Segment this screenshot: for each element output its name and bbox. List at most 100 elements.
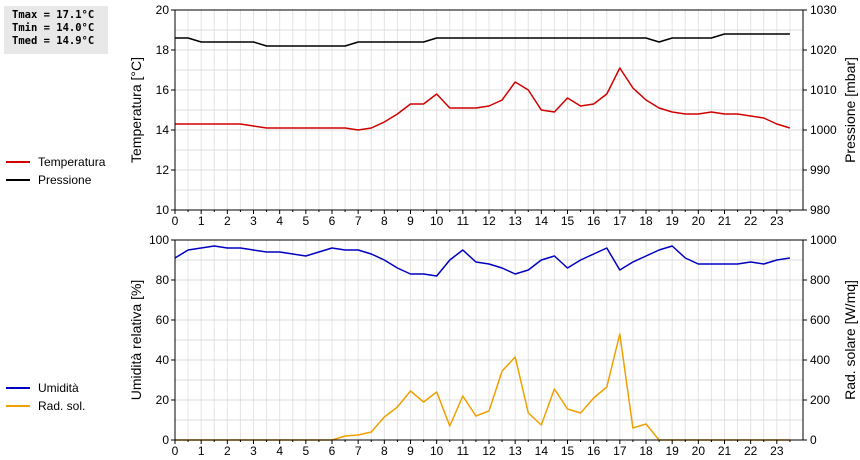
x-tick-label-bottom: 5: [302, 444, 309, 458]
x-tick-label-top: 21: [718, 214, 732, 228]
x-tick-label-bottom: 19: [665, 444, 679, 458]
y2-axis-label-top: Pressione [mbar]: [842, 57, 858, 163]
y2-tick-label-top: 1010: [810, 83, 837, 97]
y-axis-label-top: Temperatura [°C]: [128, 57, 144, 163]
legend-swatch-pressione: [6, 179, 30, 181]
y2-tick-label-bottom: 1000: [810, 233, 837, 247]
y2-tick-label-bottom: 400: [810, 353, 830, 367]
stats-tmin: Tmin = 14.0°C: [12, 22, 95, 34]
x-tick-label-top: 18: [639, 214, 653, 228]
legend-swatch-rad-sol: [6, 405, 30, 407]
y-tick-label-top: 20: [156, 3, 170, 17]
legend-item-rad-sol: Rad. sol.: [6, 397, 85, 415]
y2-tick-label-top: 990: [810, 163, 830, 177]
x-tick-label-top: 17: [613, 214, 627, 228]
legend-item-umidita: Umidità: [6, 379, 85, 397]
series-line-top-0: [175, 67, 791, 131]
x-tick-label-top: 23: [770, 214, 784, 228]
x-tick-label-top: 10: [430, 214, 444, 228]
chart-panel-bottom: 0 1 2 3 4 5 6 7 8 9 10 11 12 13 14 15 16 17 18 19 20 21 22 2302…: [128, 233, 858, 458]
legend-item-pressione: Pressione: [6, 171, 105, 189]
y2-tick-label-top: 980: [810, 203, 830, 217]
x-tick-label-top: 9: [407, 214, 414, 228]
stats-tmed: Tmed = 14.9°C: [12, 35, 95, 47]
y-tick-label-bottom: 20: [156, 393, 170, 407]
y-tick-label-bottom: 80: [156, 273, 170, 287]
y2-tick-label-bottom: 600: [810, 313, 830, 327]
x-tick-label-bottom: 21: [718, 444, 732, 458]
x-tick-label-bottom: 22: [744, 444, 758, 458]
x-tick-label-top: 3: [250, 214, 257, 228]
y-tick-label-bottom: 0: [162, 433, 169, 447]
x-tick-label-top: 4: [276, 214, 283, 228]
y-tick-label-top: 18: [156, 43, 170, 57]
y-tick-label-top: 12: [156, 163, 170, 177]
series-line-bottom-0: [174, 245, 791, 277]
x-tick-label-top: 8: [381, 214, 388, 228]
y-tick-label-top: 14: [156, 123, 170, 137]
y-tick-label-top: 10: [156, 203, 170, 217]
y-tick-label-bottom: 40: [156, 353, 170, 367]
x-tick-label-top: 0: [172, 214, 179, 228]
x-tick-label-top: 7: [355, 214, 362, 228]
x-tick-label-top: 1: [198, 214, 205, 228]
x-tick-label-bottom: 14: [535, 444, 549, 458]
legend-item-temperatura: Temperatura: [6, 153, 105, 171]
x-tick-label-bottom: 17: [613, 444, 627, 458]
legend-bottom: Umidità Rad. sol.: [6, 379, 85, 415]
x-tick-label-bottom: 3: [250, 444, 257, 458]
series-line-top-1: [175, 33, 790, 47]
x-tick-label-bottom: 7: [355, 444, 362, 458]
stats-tmax: Tmax = 17.1°C: [12, 9, 95, 21]
x-tick-label-bottom: 9: [407, 444, 414, 458]
x-tick-label-bottom: 18: [639, 444, 653, 458]
x-tick-label-top: 12: [482, 214, 496, 228]
legend-label-pressione: Pressione: [38, 173, 92, 187]
y2-tick-label-top: 1020: [810, 43, 837, 57]
legend-label-rad-sol: Rad. sol.: [38, 399, 86, 413]
legend-top: Temperatura Pressione: [6, 153, 105, 189]
legend-swatch-umidita: [6, 387, 30, 389]
stats-box: Tmax = 17.1°C Tmin = 14.0°C Tmed = 14.9°…: [4, 6, 108, 54]
x-tick-label-bottom: 10: [430, 444, 444, 458]
x-tick-label-top: 11: [457, 214, 470, 228]
x-tick-label-bottom: 23: [770, 444, 784, 458]
x-tick-label-top: 15: [561, 214, 575, 228]
legend-swatch-temperatura: [6, 161, 30, 163]
y2-tick-label-top: 1030: [810, 3, 837, 17]
x-tick-label-top: 16: [587, 214, 601, 228]
legend-label-umidita: Umidità: [38, 381, 79, 395]
y-tick-label-top: 16: [156, 83, 170, 97]
x-tick-label-bottom: 6: [329, 444, 336, 458]
x-tick-label-bottom: 12: [482, 444, 496, 458]
x-tick-label-top: 13: [508, 214, 522, 228]
x-tick-label-top: 14: [535, 214, 549, 228]
y2-tick-label-top: 1000: [810, 123, 837, 137]
x-tick-label-bottom: 16: [587, 444, 601, 458]
x-tick-label-top: 19: [665, 214, 679, 228]
x-tick-label-bottom: 8: [381, 444, 388, 458]
x-tick-label-top: 5: [302, 214, 309, 228]
x-tick-label-top: 20: [692, 214, 706, 228]
y2-tick-label-bottom: 200: [810, 393, 830, 407]
y2-axis-label-bottom: Rad. solare [W/mq]: [842, 280, 858, 400]
x-tick-label-top: 6: [329, 214, 336, 228]
x-tick-label-bottom: 15: [561, 444, 575, 458]
x-tick-label-bottom: 4: [276, 444, 283, 458]
y2-tick-label-bottom: 800: [810, 273, 830, 287]
x-tick-label-top: 2: [224, 214, 231, 228]
x-tick-label-bottom: 11: [457, 444, 470, 458]
y-tick-label-bottom: 100: [149, 233, 169, 247]
x-tick-label-bottom: 1: [198, 444, 205, 458]
x-tick-label-bottom: 13: [508, 444, 522, 458]
y-tick-label-bottom: 60: [156, 313, 170, 327]
x-tick-label-bottom: 0: [172, 444, 179, 458]
x-tick-label-bottom: 20: [692, 444, 706, 458]
y2-tick-label-bottom: 0: [810, 433, 817, 447]
y-axis-label-bottom: Umidità relativa [%]: [128, 280, 144, 401]
x-tick-label-bottom: 2: [224, 444, 231, 458]
legend-label-temperatura: Temperatura: [38, 155, 106, 169]
x-tick-label-top: 22: [744, 214, 758, 228]
chart-panel-top: 0 1 2 3 4 5 6 7 8 9 10 11 12 13 14 15 16 17 18 19 20 21 22 2310…: [128, 3, 858, 228]
